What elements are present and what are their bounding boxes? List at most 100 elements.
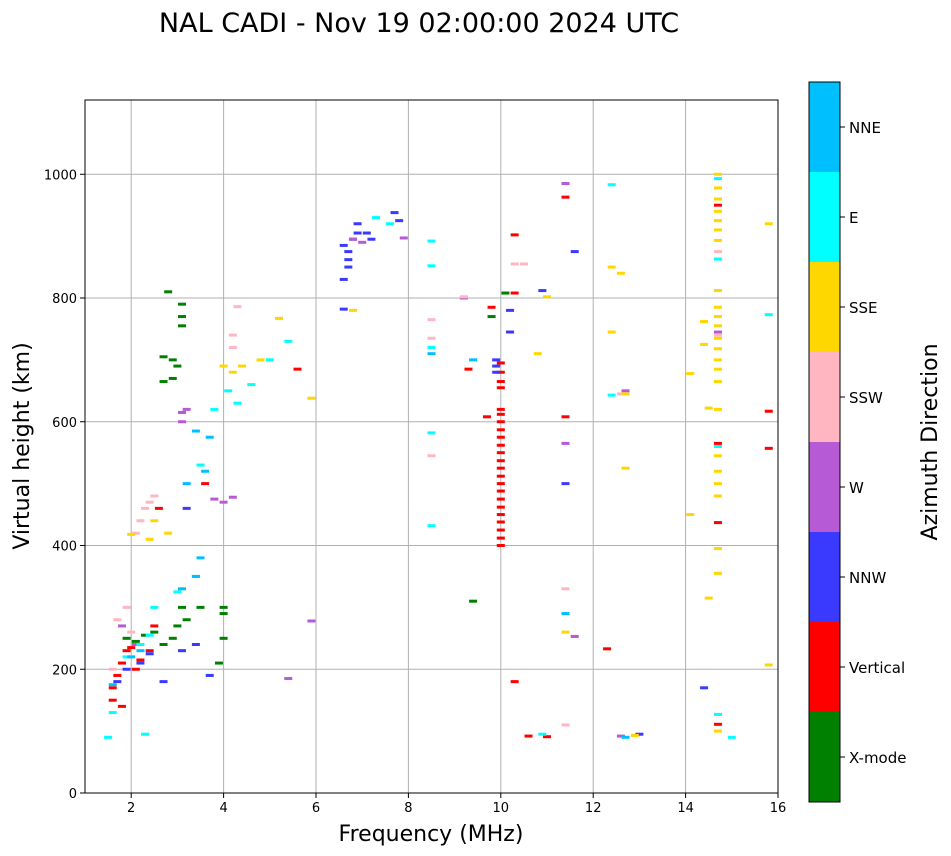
data-point <box>173 624 182 628</box>
data-point <box>561 723 570 727</box>
data-point <box>168 376 177 380</box>
data-point <box>713 315 722 319</box>
data-point <box>178 605 187 609</box>
data-point <box>339 243 348 247</box>
data-point <box>136 519 145 523</box>
data-point <box>141 506 150 510</box>
data-point <box>607 330 616 334</box>
data-point <box>427 454 436 458</box>
data-point <box>538 732 547 736</box>
data-point <box>307 619 316 623</box>
data-point <box>219 612 228 616</box>
data-point <box>496 451 505 455</box>
data-point <box>122 667 131 671</box>
data-point <box>178 302 187 306</box>
data-point <box>492 364 501 368</box>
data-point <box>108 686 117 690</box>
data-point <box>353 222 362 226</box>
data-point <box>344 265 353 269</box>
data-point <box>191 643 200 646</box>
x-tick-label: 12 <box>585 801 602 816</box>
data-point <box>219 364 228 368</box>
data-point <box>117 704 126 708</box>
data-point <box>150 605 159 609</box>
data-point <box>607 393 616 397</box>
data-point <box>496 528 505 532</box>
data-point <box>713 336 722 340</box>
data-point <box>173 364 182 368</box>
y-tick-label: 600 <box>52 416 77 431</box>
data-point <box>510 262 519 266</box>
data-point <box>630 733 639 737</box>
colorbar-tick-label: NNW <box>849 569 886 587</box>
colorbar-swatch <box>809 622 840 712</box>
data-point <box>561 415 570 419</box>
data-point <box>713 729 722 733</box>
colorbar-tick-label: X-mode <box>849 749 906 767</box>
data-point <box>145 649 154 653</box>
data-point <box>713 172 722 176</box>
data-point <box>713 521 722 525</box>
data-point <box>159 680 168 684</box>
data-point <box>713 441 722 445</box>
data-point <box>492 358 501 362</box>
data-point <box>108 698 117 702</box>
colorbar-tick-label: E <box>849 209 858 227</box>
data-point <box>159 355 168 359</box>
data-point <box>543 735 551 739</box>
data-point <box>191 574 200 578</box>
data-point <box>427 239 436 243</box>
data-point <box>713 324 722 328</box>
data-point <box>713 219 722 223</box>
data-point <box>713 571 722 575</box>
data-point <box>228 495 237 499</box>
data-point <box>427 346 436 349</box>
data-point <box>362 231 371 235</box>
data-point <box>210 407 219 411</box>
data-point <box>492 370 501 374</box>
data-point <box>496 474 505 478</box>
y-tick-label: 200 <box>52 663 77 678</box>
data-point <box>510 291 519 295</box>
data-point <box>353 231 362 235</box>
data-point <box>713 289 722 293</box>
data-point <box>150 519 159 523</box>
data-point <box>219 500 228 504</box>
data-point <box>496 544 505 547</box>
x-axis: 2 4 6 8 10 12 14 16 <box>127 793 786 816</box>
data-point <box>700 342 709 346</box>
data-point <box>228 370 237 374</box>
data-point <box>487 315 496 319</box>
data-point <box>496 361 505 365</box>
data-point <box>131 643 140 646</box>
data-point <box>104 735 113 739</box>
data-point <box>131 531 140 535</box>
data-point <box>150 624 159 628</box>
data-point <box>178 410 187 414</box>
data-point <box>496 443 505 447</box>
data-point <box>196 605 205 609</box>
x-tick-label: 2 <box>127 801 135 816</box>
data-point <box>145 500 154 504</box>
data-point <box>607 183 616 187</box>
data-point <box>233 305 242 309</box>
y-axis: 0 200 400 600 800 1000 <box>44 168 85 802</box>
data-point <box>561 195 570 199</box>
data-point <box>173 590 182 594</box>
data-point <box>700 320 709 324</box>
series-ssw <box>108 250 722 727</box>
chart-title: NAL CADI - Nov 19 02:00:00 2024 UTC <box>159 8 679 39</box>
data-point <box>122 649 131 653</box>
data-point <box>131 639 140 643</box>
data-point <box>506 308 515 312</box>
data-point <box>496 536 505 540</box>
data-point <box>713 407 722 411</box>
data-point <box>372 216 381 220</box>
data-point <box>603 647 612 651</box>
colorbar-swatch <box>809 442 840 532</box>
data-point <box>182 506 191 510</box>
data-point <box>570 634 579 638</box>
data-point <box>427 524 436 528</box>
data-point <box>496 420 505 424</box>
series-sse <box>127 172 773 737</box>
